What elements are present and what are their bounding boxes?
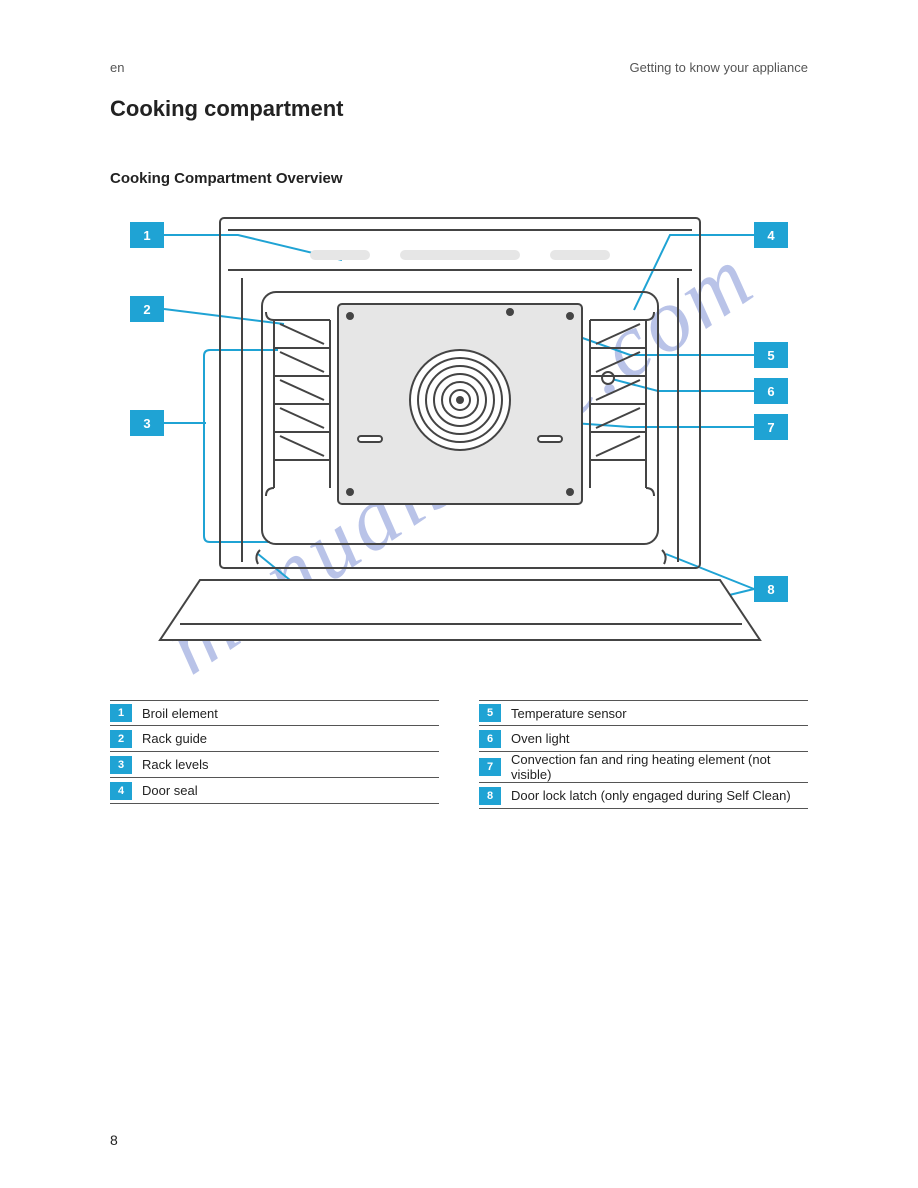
legend-text: Temperature sensor [511,706,808,721]
page-title: Cooking compartment [110,96,343,122]
legend-num: 1 [118,707,124,719]
breadcrumb-row: en Getting to know your appliance [110,60,808,75]
callout-5: 5 [754,342,788,368]
breadcrumb-section: Getting to know your appliance [630,60,809,75]
legend-num: 7 [487,761,493,773]
callout-4: 4 [754,222,788,248]
legend-row: 3 Rack levels [110,752,439,778]
legend-row: 1 Broil element [110,700,439,726]
oven-diagram: 1 2 3 4 5 6 7 8 [110,200,808,680]
legend-badge: 5 [479,704,501,722]
legend-num: 8 [487,790,493,802]
callout-1-num: 1 [143,228,150,243]
legend-row: 2 Rack guide [110,726,439,752]
callout-3: 3 [130,410,164,436]
legend-badge: 8 [479,787,501,805]
callout-2: 2 [130,296,164,322]
callout-2-num: 2 [143,302,150,317]
legend-left: 1 Broil element 2 Rack guide 3 Rack leve… [110,700,439,809]
callout-3-num: 3 [143,416,150,431]
legend-text: Rack levels [142,757,439,772]
legend-num: 3 [118,759,124,771]
legend-text: Oven light [511,731,808,746]
legend-badge: 2 [110,730,132,748]
callout-1: 1 [130,222,164,248]
legend-text: Convection fan and ring heating element … [511,752,808,782]
callout-8-num: 8 [767,582,774,597]
legend-badge: 7 [479,758,501,776]
legend-row: 6 Oven light [479,726,808,752]
legend-num: 4 [118,785,124,797]
oven-illustration [110,200,808,680]
legend-text: Broil element [142,706,439,721]
callout-6-num: 6 [767,384,774,399]
legend-num: 2 [118,733,124,745]
callout-8: 8 [754,576,788,602]
legend-num: 6 [487,733,493,745]
legend-text: Door seal [142,783,439,798]
callout-7: 7 [754,414,788,440]
page-number: 8 [110,1132,118,1148]
legend-text: Door lock latch (only engaged during Sel… [511,788,808,803]
legend-badge: 3 [110,756,132,774]
legend-row: 8 Door lock latch (only engaged during S… [479,783,808,809]
legend-row: 7 Convection fan and ring heating elemen… [479,752,808,783]
legend-row: 4 Door seal [110,778,439,804]
section-title: Cooking Compartment Overview [110,170,343,187]
legend-badge: 1 [110,704,132,722]
page: en Getting to know your appliance Cookin… [0,0,918,1188]
legend-badge: 6 [479,730,501,748]
legend-text: Rack guide [142,731,439,746]
legend-row: 5 Temperature sensor [479,700,808,726]
legend-right: 5 Temperature sensor 6 Oven light 7 Conv… [479,700,808,809]
legend-num: 5 [487,707,493,719]
callout-7-num: 7 [767,420,774,435]
callout-4-num: 4 [767,228,774,243]
breadcrumb-lang: en [110,60,124,75]
callout-6: 6 [754,378,788,404]
legend-badge: 4 [110,782,132,800]
legend-tables: 1 Broil element 2 Rack guide 3 Rack leve… [110,700,808,809]
callout-5-num: 5 [767,348,774,363]
